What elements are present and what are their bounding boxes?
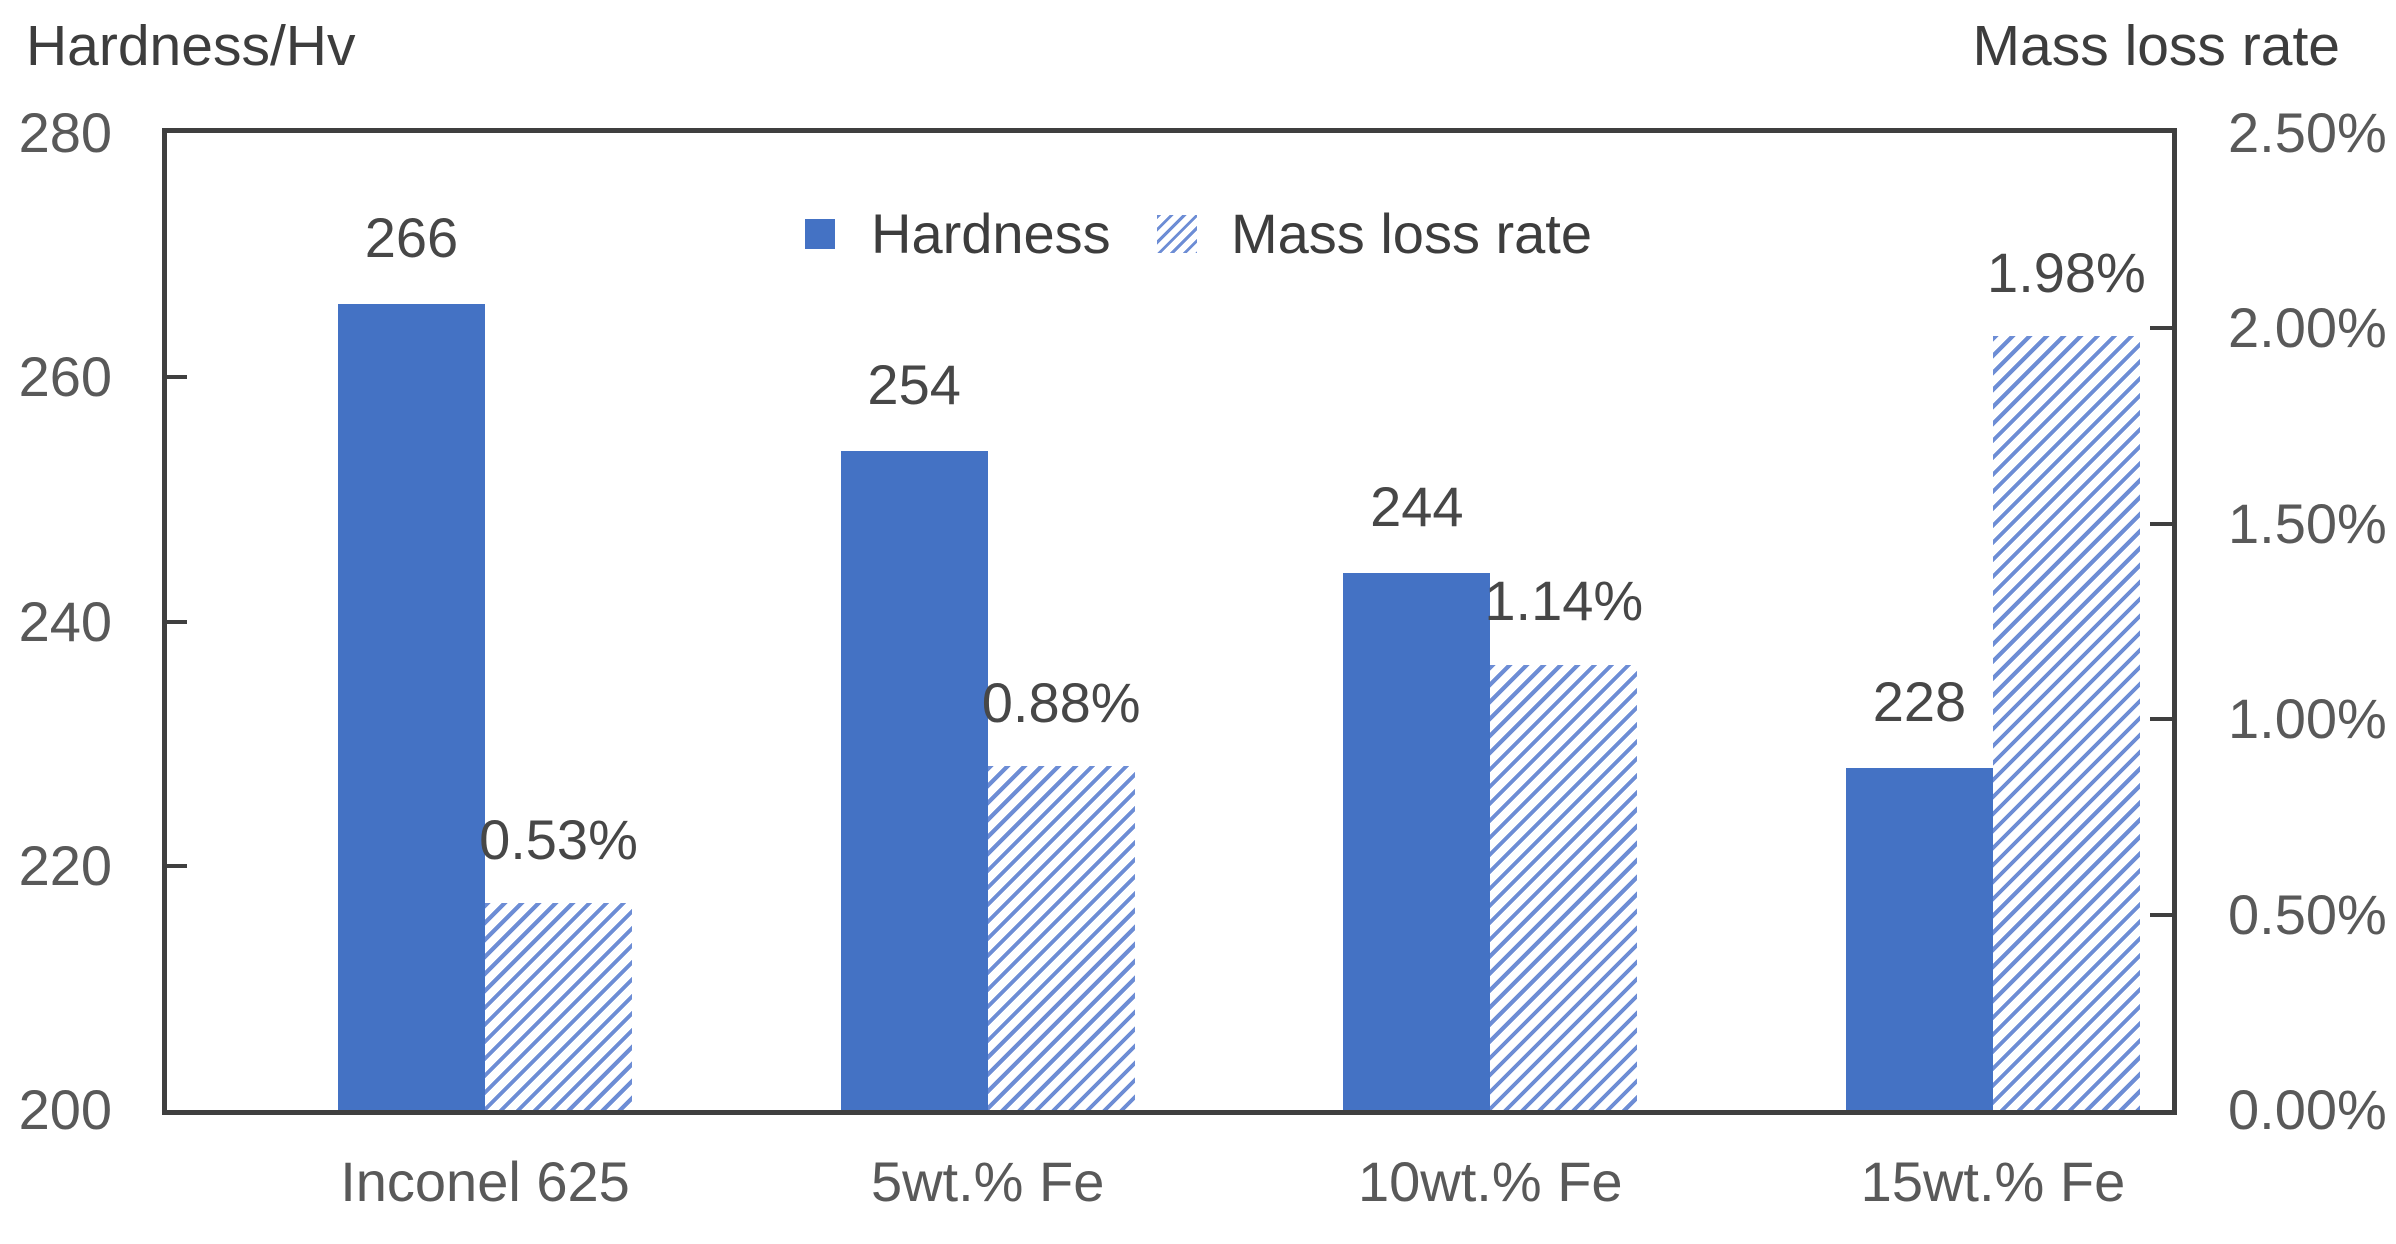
legend-label-mass-loss-rate: Mass loss rate: [1231, 202, 1592, 265]
left-axis-tick-mark: [167, 863, 187, 868]
hardness-data-label: 244: [1370, 474, 1464, 538]
right-axis-tick-label: 2.50%: [2228, 101, 2387, 164]
hardness-data-label: 228: [1872, 670, 1967, 734]
left-axis-tick-label: 280: [18, 101, 112, 164]
right-axis-title: Mass loss rate: [1972, 14, 2340, 78]
right-axis-tick-label: 2.00%: [2228, 296, 2387, 360]
mass-loss-bar: [484, 902, 632, 1110]
right-axis-tick-mark: [2150, 521, 2176, 526]
category-label: 10wt.% Fe: [1358, 1150, 1623, 1213]
right-axis-tick-mark: [2150, 912, 2176, 917]
mass-loss-data-label: 1.14%: [1484, 569, 1644, 633]
hardness-data-label: 254: [867, 352, 961, 416]
hardness-solid-swatch-icon: [805, 219, 835, 249]
right-axis-tick-mark: [2150, 326, 2176, 331]
left-axis-tick-label: 260: [18, 345, 112, 409]
left-axis-tick-label: 240: [18, 589, 112, 653]
hardness-bar: [1343, 572, 1491, 1110]
right-axis-tick-mark: [2150, 717, 2176, 722]
plot-area: 266 0.53% 254 0.88% 244 1.14% 228 1.98%: [162, 128, 2177, 1115]
mass-loss-bar: [987, 766, 1135, 1110]
mass-loss-bar: [1992, 336, 2140, 1110]
mass-loss-bar: [1490, 664, 1638, 1110]
hardness-data-label: 266: [364, 205, 459, 269]
hardness-bar: [840, 450, 988, 1110]
left-axis-title: Hardness/Hv: [26, 14, 356, 78]
mass-loss-data-label: 1.98%: [1987, 241, 2146, 305]
hardness-bar: [337, 303, 485, 1110]
mass-loss-data-label: 0.53%: [479, 807, 638, 871]
legend-label-hardness: Hardness: [871, 202, 1111, 265]
right-axis-tick-label: 1.00%: [2228, 687, 2387, 751]
mass-loss-hatched-swatch-icon: [1157, 215, 1197, 253]
category-label: Inconel 625: [340, 1150, 630, 1213]
right-axis-tick-label: 0.00%: [2228, 1078, 2387, 1141]
left-axis-tick-mark: [167, 619, 187, 624]
hardness-bar: [1845, 768, 1993, 1110]
right-axis-tick-label: 0.50%: [2228, 882, 2387, 946]
category-label: 15wt.% Fe: [1860, 1150, 2126, 1213]
right-axis-tick-label: 1.50%: [2228, 491, 2387, 555]
mass-loss-data-label: 0.88%: [981, 671, 1141, 735]
left-axis-tick-mark: [167, 375, 187, 380]
left-axis-tick-label: 200: [18, 1078, 112, 1141]
left-axis-tick-label: 220: [18, 833, 112, 897]
category-label: 5wt.% Fe: [870, 1150, 1105, 1213]
